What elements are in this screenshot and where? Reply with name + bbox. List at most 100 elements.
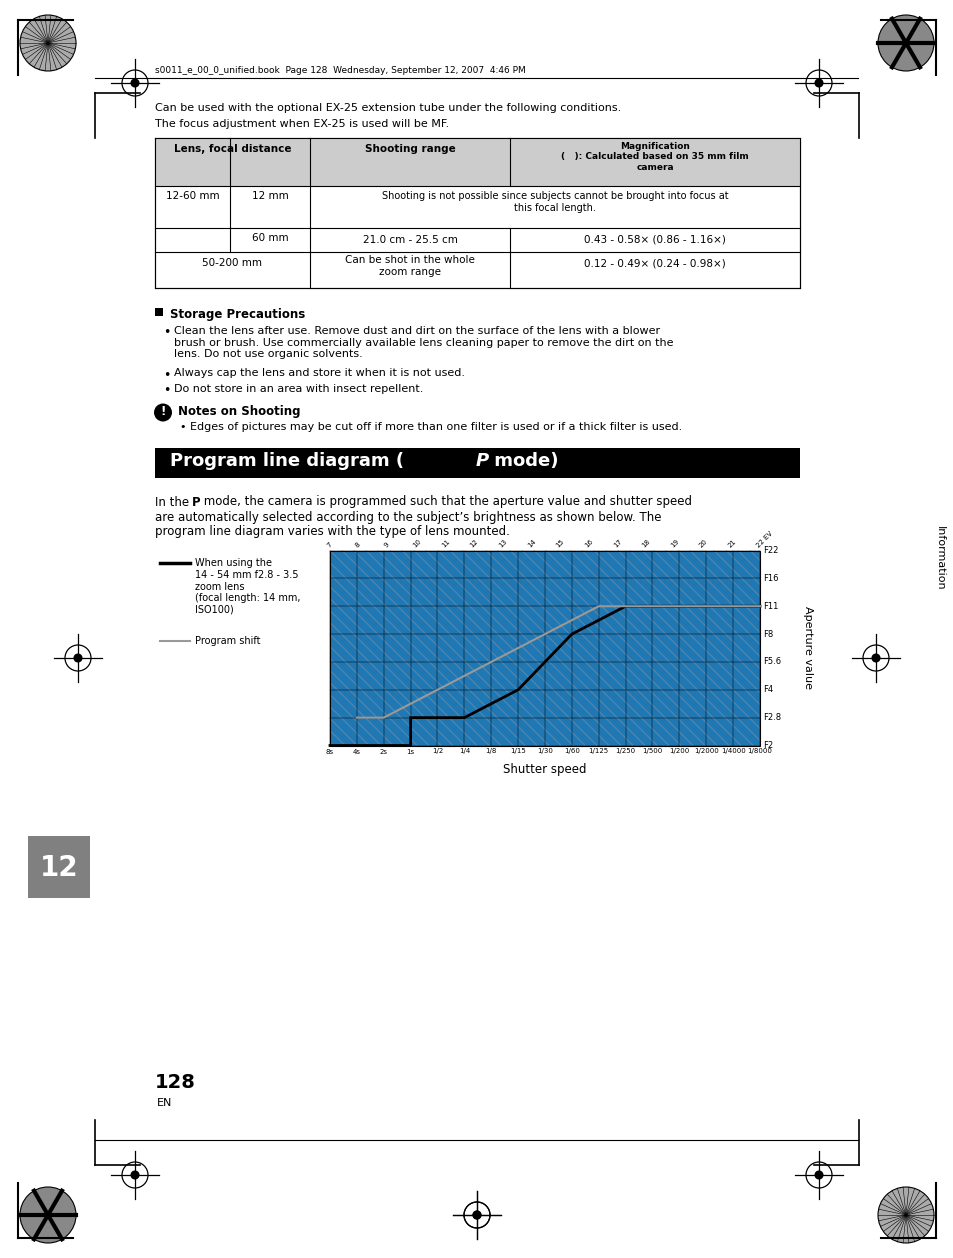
Text: 8: 8	[355, 541, 361, 548]
Text: 2s: 2s	[379, 749, 387, 755]
Text: Can be used with the optional EX-25 extension tube under the following condition: Can be used with the optional EX-25 exte…	[154, 103, 620, 113]
Text: Shooting is not possible since subjects cannot be brought into focus at
this foc: Shooting is not possible since subjects …	[381, 191, 727, 213]
Text: 1/60: 1/60	[563, 749, 579, 755]
Text: F11: F11	[762, 601, 778, 610]
Text: In the: In the	[154, 496, 193, 508]
Bar	[330, 551, 760, 746]
Bar	[154, 138, 800, 186]
Text: 12 mm: 12 mm	[252, 191, 288, 201]
Text: 11: 11	[440, 538, 451, 548]
Text: 13: 13	[497, 538, 508, 548]
Text: Aperture value: Aperture value	[802, 606, 812, 689]
Text: mode, the camera is programmed such that the aperture value and shutter speed: mode, the camera is programmed such that…	[200, 496, 691, 508]
Text: program line diagram varies with the type of lens mounted.: program line diagram varies with the typ…	[154, 526, 509, 538]
Text: Clean the lens after use. Remove dust and dirt on the surface of the lens with a: Clean the lens after use. Remove dust an…	[173, 326, 673, 360]
Text: F16: F16	[762, 574, 778, 582]
Circle shape	[472, 1210, 481, 1219]
Text: 1/250: 1/250	[615, 749, 635, 755]
Text: 20: 20	[698, 538, 708, 548]
Text: 128: 128	[154, 1073, 195, 1092]
Text: 1/8000: 1/8000	[747, 749, 772, 755]
Text: 15: 15	[555, 538, 565, 548]
Text: mode): mode)	[488, 453, 558, 470]
Bar	[154, 138, 800, 288]
Text: 17: 17	[612, 538, 622, 548]
Circle shape	[814, 1170, 822, 1180]
Text: F2: F2	[762, 741, 772, 750]
Text: 12-60 mm: 12-60 mm	[166, 191, 219, 201]
Text: 1/200: 1/200	[669, 749, 689, 755]
Text: 16: 16	[583, 538, 594, 548]
Text: 1/8: 1/8	[485, 749, 497, 755]
Text: Storage Precautions: Storage Precautions	[170, 308, 305, 321]
Text: F8: F8	[762, 629, 773, 639]
Text: 50-200 mm: 50-200 mm	[202, 258, 262, 268]
Bar	[154, 308, 163, 316]
Text: F2.8: F2.8	[762, 713, 781, 722]
Text: 19: 19	[669, 538, 679, 548]
Text: The focus adjustment when EX-25 is used will be MF.: The focus adjustment when EX-25 is used …	[154, 120, 449, 130]
Circle shape	[131, 1170, 139, 1180]
Text: 18: 18	[640, 538, 651, 548]
Text: 10: 10	[412, 538, 422, 548]
Text: are automatically selected according to the subject’s brightness as shown below.: are automatically selected according to …	[154, 511, 660, 523]
Text: 1/2000: 1/2000	[693, 749, 718, 755]
Text: F5.6: F5.6	[762, 658, 781, 667]
Text: Can be shot in the whole
zoom range: Can be shot in the whole zoom range	[345, 255, 475, 277]
Text: 1/4000: 1/4000	[720, 749, 744, 755]
Circle shape	[153, 404, 172, 421]
Bar	[28, 837, 90, 898]
Text: •: •	[163, 369, 171, 381]
Text: 60 mm: 60 mm	[252, 233, 288, 243]
Text: Information: Information	[934, 526, 944, 590]
Bar	[330, 551, 760, 746]
Circle shape	[20, 1188, 76, 1243]
Circle shape	[877, 1188, 933, 1243]
Text: 22 EV: 22 EV	[755, 530, 774, 548]
Circle shape	[73, 653, 83, 663]
Text: 8s: 8s	[326, 749, 334, 755]
Text: Shutter speed: Shutter speed	[503, 764, 586, 776]
Text: 7: 7	[325, 541, 333, 548]
Circle shape	[131, 78, 139, 88]
Text: Do not store in an area with insect repellent.: Do not store in an area with insect repe…	[173, 384, 423, 394]
Circle shape	[877, 15, 933, 70]
Text: 1/4: 1/4	[458, 749, 470, 755]
Text: Magnification
(   ): Calculated based on 35 mm film
camera: Magnification ( ): Calculated based on 3…	[560, 142, 748, 172]
Text: 1/500: 1/500	[641, 749, 662, 755]
Text: !: !	[160, 405, 166, 418]
Text: Always cap the lens and store it when it is not used.: Always cap the lens and store it when it…	[173, 369, 464, 379]
Text: 12: 12	[40, 854, 78, 882]
Text: 1/125: 1/125	[588, 749, 608, 755]
Text: 0.43 - 0.58× (0.86 - 1.16×): 0.43 - 0.58× (0.86 - 1.16×)	[583, 235, 725, 245]
Text: s0011_e_00_0_unified.book  Page 128  Wednesday, September 12, 2007  4:46 PM: s0011_e_00_0_unified.book Page 128 Wedne…	[154, 65, 525, 75]
Bar	[154, 448, 800, 478]
Text: F4: F4	[762, 686, 772, 694]
Bar	[330, 551, 760, 746]
Text: 9: 9	[383, 541, 390, 548]
Text: 21: 21	[726, 538, 737, 548]
Text: 1/30: 1/30	[537, 749, 553, 755]
Text: 14: 14	[526, 538, 537, 548]
Text: •: •	[163, 326, 171, 338]
Text: 21.0 cm - 25.5 cm: 21.0 cm - 25.5 cm	[362, 235, 456, 245]
Text: Program shift: Program shift	[194, 637, 260, 647]
Text: 1/15: 1/15	[510, 749, 525, 755]
Text: P: P	[476, 453, 489, 470]
Text: Shooting range: Shooting range	[364, 143, 455, 153]
Text: Lens, focal distance: Lens, focal distance	[173, 143, 291, 153]
Text: EN: EN	[157, 1098, 172, 1108]
Text: 1/2: 1/2	[432, 749, 442, 755]
Text: F22: F22	[762, 546, 778, 555]
Circle shape	[472, 1210, 481, 1219]
Text: 12: 12	[469, 538, 479, 548]
Text: 4s: 4s	[353, 749, 360, 755]
Text: When using the
14 - 54 mm f2.8 - 3.5
zoom lens
(focal length: 14 mm,
ISO100): When using the 14 - 54 mm f2.8 - 3.5 zoo…	[194, 559, 300, 615]
Text: Program line diagram (: Program line diagram (	[170, 453, 404, 470]
Text: Notes on Shooting: Notes on Shooting	[178, 405, 300, 419]
Circle shape	[814, 78, 822, 88]
Text: •: •	[163, 384, 171, 398]
Circle shape	[870, 653, 880, 663]
Text: • Edges of pictures may be cut off if more than one filter is used or if a thick: • Edges of pictures may be cut off if mo…	[180, 421, 681, 431]
Circle shape	[20, 15, 76, 70]
